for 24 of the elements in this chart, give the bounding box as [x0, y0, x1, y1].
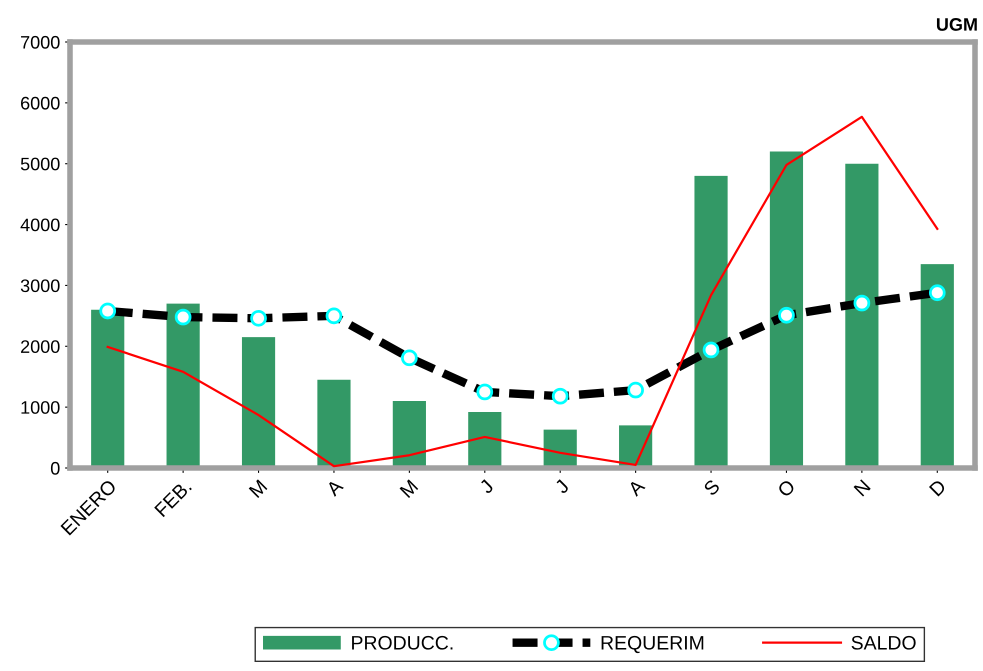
x-tick-label: D [928, 478, 947, 496]
x-tick-label: J [478, 479, 494, 494]
y-tick-label: 3000 [20, 279, 60, 292]
x-tick-label: A [626, 478, 646, 497]
x-tick-label: S [702, 478, 721, 496]
x-tick-label: M [248, 479, 268, 498]
legend-label: SALDO [852, 636, 916, 650]
legend-label: PRODUCC. [352, 636, 452, 650]
y-tick-label: 6000 [21, 96, 60, 110]
y-tick-label: 7000 [21, 36, 60, 49]
y-tick-label: 0 [50, 462, 60, 475]
x-tick-label: M [400, 479, 418, 498]
legend-label: REQUERIM [602, 636, 704, 654]
x-tick-label: O [776, 478, 796, 498]
x-tick-label: J [554, 479, 570, 494]
text: UGM [936, 18, 977, 31]
y-tick-label: 4000 [20, 218, 60, 232]
line-series [106, 116, 938, 468]
y-tick-label: 5000 [20, 158, 60, 170]
y-tick-label: 1000 [21, 401, 60, 414]
x-tick-label: N [854, 479, 871, 496]
x-tick-label: A [325, 478, 344, 497]
x-tick-label: FEB. [154, 479, 192, 518]
y-tick-label: 2000 [21, 340, 60, 354]
